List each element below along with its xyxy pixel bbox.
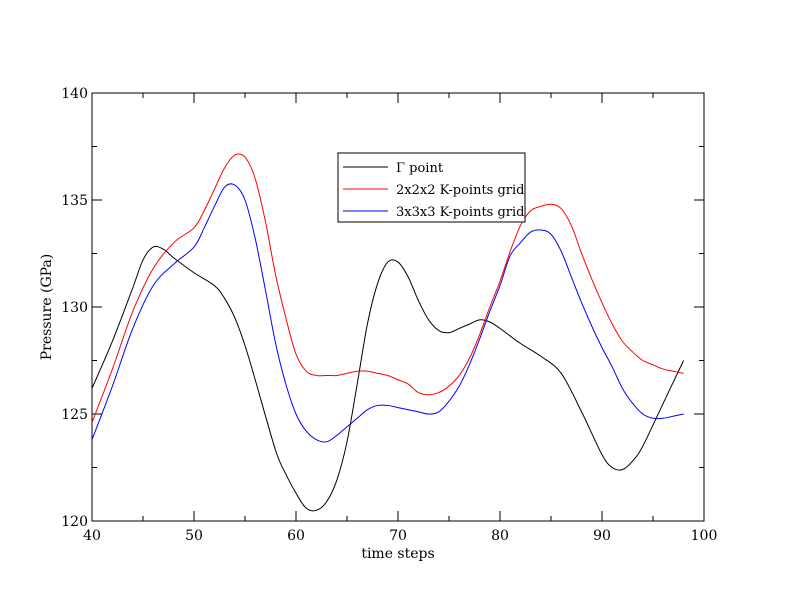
series-line-2 [91,183,684,443]
x-tick-label: 40 [83,528,101,544]
x-tick-label: 90 [593,528,611,544]
y-tick-label: 120 [61,514,88,530]
tick-labels: 40 50 60 70 80 90 100 120 125 130 135 140 [61,86,717,544]
x-tick-label: 100 [691,528,718,544]
x-tick-label: 60 [287,528,305,544]
legend-text-3x3x3: 3x3x3 K-points grid [396,205,525,220]
y-tick-label: 130 [61,300,88,316]
series-line-1 [91,153,684,423]
legend-text-gamma: Γ point [396,161,444,176]
x-axis-label: time steps [361,546,434,562]
axis-ticks [91,92,705,522]
series-lines [91,153,685,512]
legend-text-2x2x2: 2x2x2 K-points grid [396,183,525,198]
x-tick-label: 70 [389,528,407,544]
x-tick-label: 80 [491,528,509,544]
series-line-0 [91,245,685,512]
x-tick-label: 50 [185,528,203,544]
y-tick-label: 125 [61,407,88,423]
legend: Γ point 2x2x2 K-points grid 3x3x3 K-poin… [337,152,526,223]
y-tick-label: 135 [61,193,88,209]
y-tick-label: 140 [61,86,88,102]
y-axis-label: Pressure (GPa) [39,254,55,360]
